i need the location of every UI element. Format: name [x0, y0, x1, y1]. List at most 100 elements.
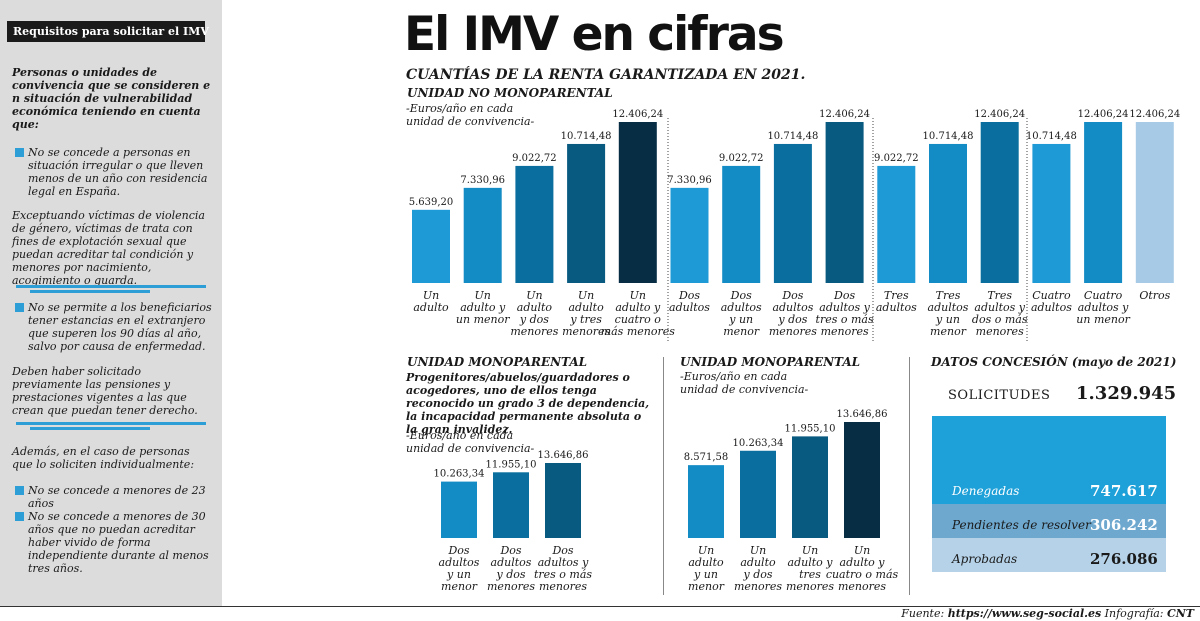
bar-value-label: 9.022,72	[512, 153, 557, 164]
infographic-subtitle: CUANTÍAS DE LA RENTA GARANTIZADA EN 2021…	[406, 67, 806, 83]
bar-category-label: Cuatro adultos y un menor	[1076, 289, 1130, 326]
bar	[567, 143, 606, 283]
sidebar-exception-paragraph: Exceptuando víctimas de violencia de gén…	[12, 209, 205, 287]
sidebar-intro: Personas o unidades de convivencia que s…	[12, 66, 211, 131]
bar-value-label: 10.263,34	[733, 438, 784, 449]
bullet-text: No se permite a los beneficiarios tener …	[28, 301, 212, 353]
bar	[773, 143, 812, 283]
bar	[980, 122, 1019, 283]
bar	[1032, 143, 1071, 283]
bar-category-label: Cuatro adultos	[1031, 289, 1072, 314]
chart-no-monoparental: 5.639,20 Un adulto 7.330,96 Un adulto y un men…	[409, 109, 1180, 343]
bullet-square-icon	[15, 148, 24, 157]
bar-category-label: Otros	[1139, 289, 1170, 302]
bar-category-label: Un adulto y tres menores	[786, 544, 834, 593]
bar-value-label: 7.330,96	[667, 175, 712, 186]
bar	[844, 422, 880, 538]
stat-aprobadas: Aprobadas 276.086	[932, 538, 1166, 572]
bar-category-label: Un adulto y tres menores	[562, 289, 610, 338]
bar	[463, 187, 502, 283]
stat-value: 306.242	[1090, 516, 1158, 534]
section-divider	[16, 422, 206, 425]
bar	[1084, 122, 1123, 283]
requirement-bullet-residencia: No se concede a personas en situación ir…	[15, 146, 213, 198]
section-title-monoparental-right: UNIDAD MONOPARENTAL	[680, 355, 861, 369]
unit-note-line: unidad de convivencia-	[406, 442, 535, 455]
bar	[618, 122, 657, 283]
unit-note-line: -Euros/año en cada	[680, 370, 788, 383]
sidebar-pensions-paragraph: Deben haber solicitado previamente las p…	[12, 365, 198, 417]
bullet-text: No se concede a personas en situación ir…	[28, 146, 208, 198]
bullet-square-icon	[15, 512, 24, 521]
stat-value: 276.086	[1090, 550, 1158, 568]
bar-value-label: 8.571,58	[684, 452, 729, 463]
bar-category-label: Dos adultos y tres o más menores	[816, 289, 874, 338]
bar	[545, 463, 581, 538]
column-divider	[663, 357, 664, 595]
section-title-monoparental-left: UNIDAD MONOPARENTAL	[407, 355, 588, 369]
solicitudes-label: SOLICITUDES	[948, 388, 1051, 403]
bar	[740, 450, 776, 538]
chart-monoparental-right: 8.571,58 Un adulto y un menor 10.263,34 Un adul…	[684, 409, 899, 593]
unit-note: -Euros/año en cada unidad de convivencia…	[406, 102, 534, 128]
bar-value-label: 13.646,86	[837, 409, 888, 420]
unit-note: -Euros/año en cada unidad de convivencia…	[680, 370, 808, 396]
bar	[825, 122, 864, 283]
stat-value: 747.617	[1090, 482, 1158, 500]
bar	[493, 472, 529, 538]
bar-category-label: Un adulto y dos menores	[510, 289, 558, 338]
bar-category-label: Un adulto y cuatro o más menores	[601, 289, 676, 338]
bar-category-label: Un adulto y cuatro o más menores	[826, 544, 899, 593]
bar-category-label: Tres adultos	[876, 289, 917, 314]
bar-value-label: 13.646,86	[538, 450, 589, 461]
bar	[792, 436, 828, 538]
stat-pendientes: Pendientes de resolver 306.242	[932, 504, 1166, 538]
bar	[688, 465, 724, 538]
bar-value-label: 10.714,48	[923, 131, 974, 142]
bullet-square-icon	[15, 303, 24, 312]
bar	[1135, 122, 1174, 283]
bar-value-label: 10.714,48	[767, 131, 818, 142]
section-divider	[30, 290, 150, 293]
requirement-bullet-30: No se concede a menores de 30 años que n…	[15, 510, 213, 575]
stats-title: DATOS CONCESIÓN (mayo de 2021)	[931, 355, 1177, 369]
bar-category-label: Un adulto	[413, 289, 449, 314]
bar	[441, 481, 477, 538]
bar-value-label: 7.330,96	[460, 175, 505, 186]
source-url: https://www.seg-social.es	[947, 607, 1102, 620]
bar	[412, 209, 450, 283]
stat-label: Pendientes de resolver	[952, 518, 1091, 532]
source-prefix: Fuente:	[901, 607, 945, 620]
requirement-bullet-23: No se concede a menores de 23 años	[15, 484, 213, 510]
bar-category-label: Dos adultos y tres o más menores	[534, 544, 592, 593]
credit-name: CNT	[1167, 607, 1194, 620]
bullet-text: No se concede a menores de 30 años que n…	[28, 510, 209, 575]
bar-category-label: Dos adultos	[669, 289, 710, 314]
bar-value-label: 9.022,72	[719, 153, 764, 164]
bar-category-label: Dos adultos y dos menores	[487, 544, 535, 593]
bar-value-label: 9.022,72	[874, 153, 919, 164]
bar-category-label: Dos adultos y un menor	[721, 289, 762, 338]
bar	[670, 187, 709, 283]
bar-value-label: 12.406,24	[819, 109, 870, 120]
bar	[722, 165, 761, 283]
bar-value-label: 12.406,24	[974, 109, 1025, 120]
bar-category-label: Un adulto y un menor	[456, 289, 510, 326]
bar-value-label: 10.263,34	[434, 469, 485, 480]
solicitudes-value: 1.329.945	[1076, 383, 1177, 404]
bar-category-label: Un adulto y un menor	[688, 544, 725, 593]
requirement-bullet-extranjero: No se permite a los beneficiarios tener …	[15, 301, 213, 353]
bar-category-label: Tres adultos y dos o más menores	[972, 289, 1028, 338]
section-divider	[16, 285, 206, 288]
chart-monoparental-left: 10.263,34 Dos adultos y un menor 11.955,10 Dos…	[434, 450, 593, 593]
monoparental-description: Progenitores/abuelos/guardadores o acoge…	[406, 371, 650, 436]
bar-category-label: Dos adultos y un menor	[439, 544, 480, 593]
sidebar-individual-paragraph: Además, en el caso de personas que lo so…	[12, 445, 195, 471]
bar	[515, 165, 554, 283]
bar-value-label: 12.406,24	[1078, 109, 1129, 120]
credit-prefix: Infografía:	[1104, 607, 1164, 620]
unit-note: -Euros/año en cada unidad de convivencia…	[406, 429, 534, 455]
footer-rule	[0, 606, 1200, 607]
requirements-sidebar: Requisitos para solicitar el IMV Persona…	[0, 0, 222, 606]
bar-category-label: Un adulto y dos menores	[734, 544, 782, 593]
